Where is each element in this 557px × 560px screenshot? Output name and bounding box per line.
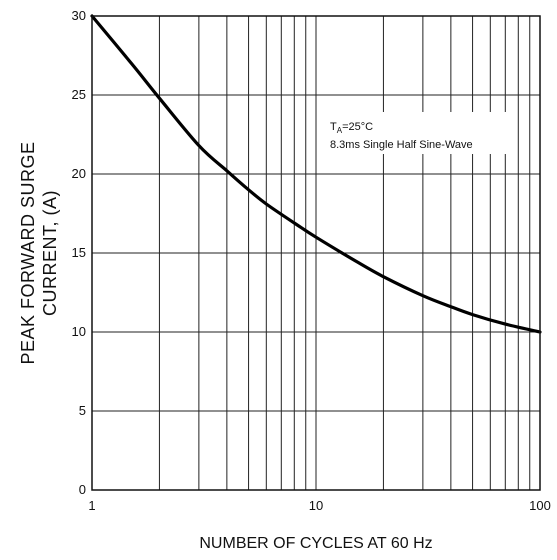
y-tick-label: 0 — [79, 482, 86, 497]
y-axis-title-line2: CURRENT, (A) — [40, 190, 60, 316]
annotation-box — [326, 112, 508, 154]
annotation-waveform: 8.3ms Single Half Sine-Wave — [330, 139, 473, 151]
grid — [92, 16, 540, 490]
annotation-subscript: A — [337, 126, 343, 135]
x-tick-label: 1 — [88, 498, 95, 513]
surge-current-curve — [90, 14, 542, 334]
annotation-t: T — [330, 121, 337, 133]
x-axis-title: NUMBER OF CYCLES AT 60 Hz — [199, 535, 432, 552]
y-axis-title-line1: PEAK FORWARD SURGE — [18, 141, 38, 364]
y-tick-label: 30 — [72, 8, 86, 23]
x-tick-label: 100 — [529, 498, 551, 513]
tick-labels: 0 5 10 15 20 25 30 1 10 100 — [72, 8, 551, 513]
y-tick-label: 15 — [72, 245, 86, 260]
y-tick-label: 25 — [72, 87, 86, 102]
annotation-temp-value: =25°C — [342, 121, 373, 133]
annotation-temperature: TA=25°C — [330, 121, 373, 135]
y-tick-label: 10 — [72, 324, 86, 339]
plot-frame — [91, 15, 541, 491]
curve-layer — [90, 14, 542, 334]
y-tick-label: 20 — [72, 166, 86, 181]
y-tick-label: 5 — [79, 403, 86, 418]
x-tick-label: 10 — [309, 498, 323, 513]
